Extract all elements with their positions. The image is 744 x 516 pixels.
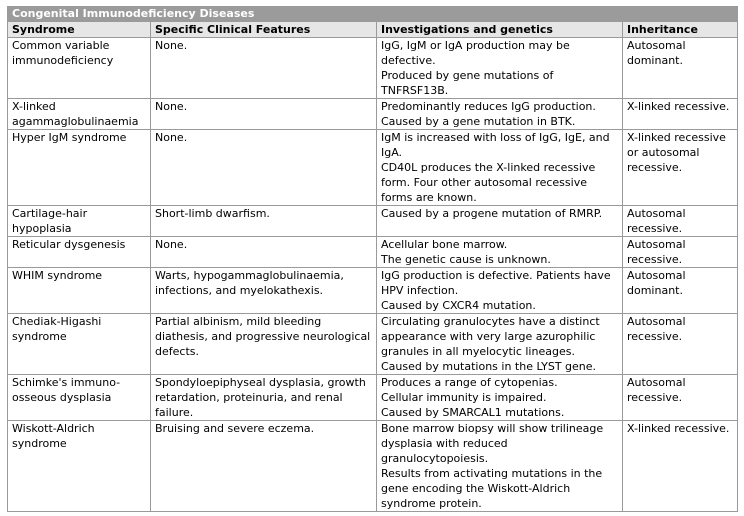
investigation-line: Circulating granulocytes have a distinct… bbox=[381, 315, 600, 358]
table-row: Chediak-Higashi syndrome Partial albinism… bbox=[7, 313, 739, 375]
investigation-line: Caused by SMARCAL1 mutations. bbox=[381, 406, 565, 419]
cell-investigations: IgG production is defective. Patients ha… bbox=[376, 267, 623, 314]
header-features: Specific Clinical Features bbox=[150, 21, 377, 38]
table-row: Reticular dysgenesis None. Acellular bone … bbox=[7, 236, 739, 268]
cell-features: None. bbox=[150, 129, 377, 206]
cell-inheritance: Autosomal dominant. bbox=[621, 267, 739, 314]
cell-inheritance: Autosomal recessive. bbox=[621, 205, 739, 237]
cell-features: Short-limb dwarfism. bbox=[150, 205, 377, 237]
table-row: X-linked agammaglobulinaemia None. Predomi… bbox=[7, 98, 739, 130]
investigation-line: Caused by mutations in the LYST gene. bbox=[381, 360, 597, 373]
cell-investigations: IgG, IgM or IgA production may be defect… bbox=[376, 37, 623, 99]
cell-investigations: Produces a range of cytopenias. Cellular … bbox=[376, 374, 623, 421]
table-row: Schimke's immuno-osseous dysplasia Spondy… bbox=[7, 374, 739, 421]
cell-investigations: IgM is increased with loss of IgG, IgE, … bbox=[376, 129, 623, 206]
cell-features: Partial albinism, mild bleeding diathesi… bbox=[150, 313, 377, 375]
cell-inheritance: X-linked recessive. bbox=[621, 420, 739, 512]
cell-inheritance: X-linked recessive. bbox=[621, 98, 739, 130]
cell-inheritance: Autosomal recessive. bbox=[621, 374, 739, 421]
cell-syndrome: Wiskott-Aldrich syndrome bbox=[7, 420, 151, 512]
header-row: Syndrome Specific Clinical Features Inve… bbox=[7, 21, 739, 38]
cell-syndrome: Reticular dysgenesis bbox=[7, 236, 151, 268]
cell-inheritance: Autosomal dominant. bbox=[621, 37, 739, 99]
cell-investigations: Acellular bone marrow. The genetic cause … bbox=[376, 236, 623, 268]
cell-syndrome: WHIM syndrome bbox=[7, 267, 151, 314]
header-inheritance: Inheritance bbox=[621, 21, 739, 38]
cell-syndrome: Schimke's immuno-osseous dysplasia bbox=[7, 374, 151, 421]
investigation-line: IgG production is defective. Patients ha… bbox=[381, 269, 611, 297]
cell-investigations: Bone marrow biopsy will show trilineage … bbox=[376, 420, 623, 512]
investigation-line: Cellular immunity is impaired. bbox=[381, 391, 547, 404]
investigation-line: Caused by CXCR4 mutation. bbox=[381, 299, 536, 312]
cell-features: None. bbox=[150, 236, 377, 268]
table-container: Congenital Immunodeficiency Diseases Syn… bbox=[6, 6, 739, 512]
cell-syndrome: Hyper IgM syndrome bbox=[7, 129, 151, 206]
investigation-line: IgM is increased with loss of IgG, IgE, … bbox=[381, 131, 610, 159]
table-row: Common variable immunodeficiency None. IgG… bbox=[7, 37, 739, 99]
cell-syndrome: Chediak-Higashi syndrome bbox=[7, 313, 151, 375]
cell-features: None. bbox=[150, 37, 377, 99]
investigation-line: IgG, IgM or IgA production may be defect… bbox=[381, 39, 570, 67]
header-syndrome: Syndrome bbox=[7, 21, 151, 38]
investigation-line: Produced by gene mutations of TNFRSF13B. bbox=[381, 69, 554, 97]
table-row: Cartilage-hair hypoplasia Short-limb dwar… bbox=[7, 205, 739, 237]
cell-syndrome: Cartilage-hair hypoplasia bbox=[7, 205, 151, 237]
investigation-line: Bone marrow biopsy will show trilineage … bbox=[381, 422, 604, 465]
table-row: Wiskott-Aldrich syndrome Bruising and sev… bbox=[7, 420, 739, 512]
cell-features: None. bbox=[150, 98, 377, 130]
cell-inheritance: Autosomal recessive. bbox=[621, 313, 739, 375]
investigation-line: Produces a range of cytopenias. bbox=[381, 376, 558, 389]
cell-inheritance: X-linked recessive or autosomal recessiv… bbox=[621, 129, 739, 206]
table-caption: Congenital Immunodeficiency Diseases bbox=[6, 6, 739, 22]
investigation-line: Acellular bone marrow. bbox=[381, 238, 508, 251]
cell-syndrome: Common variable immunodeficiency bbox=[7, 37, 151, 99]
cell-features: Warts, hypogammaglobulinaemia, infection… bbox=[150, 267, 377, 314]
cell-investigations: Circulating granulocytes have a distinct… bbox=[376, 313, 623, 375]
investigation-line: CD40L produces the X-linked recessive fo… bbox=[381, 161, 596, 204]
investigation-line: Caused by a progene mutation of RMRP. bbox=[381, 207, 603, 220]
table-row: WHIM syndrome Warts, hypogammaglobulinaem… bbox=[7, 267, 739, 314]
investigation-line: Results from activating mutations in the… bbox=[381, 467, 603, 510]
cell-syndrome: X-linked agammaglobulinaemia bbox=[7, 98, 151, 130]
cell-investigations: Caused by a progene mutation of RMRP. bbox=[376, 205, 623, 237]
table-row: Hyper IgM syndrome None. IgM is increased … bbox=[7, 129, 739, 206]
investigation-line: Predominantly reduces IgG production. bbox=[381, 100, 596, 113]
cell-features: Spondyloepiphyseal dysplasia, growth ret… bbox=[150, 374, 377, 421]
cell-inheritance: Autosomal recessive. bbox=[621, 236, 739, 268]
investigation-line: The genetic cause is unknown. bbox=[381, 253, 551, 266]
cell-investigations: Predominantly reduces IgG production. Cau… bbox=[376, 98, 623, 130]
table-body: Common variable immunodeficiency None. IgG… bbox=[7, 37, 739, 512]
header-investigations: Investigations and genetics bbox=[376, 21, 623, 38]
immunodeficiency-table: Congenital Immunodeficiency Diseases Syn… bbox=[6, 6, 739, 512]
cell-features: Bruising and severe eczema. bbox=[150, 420, 377, 512]
investigation-line: Caused by a gene mutation in BTK. bbox=[381, 115, 576, 128]
